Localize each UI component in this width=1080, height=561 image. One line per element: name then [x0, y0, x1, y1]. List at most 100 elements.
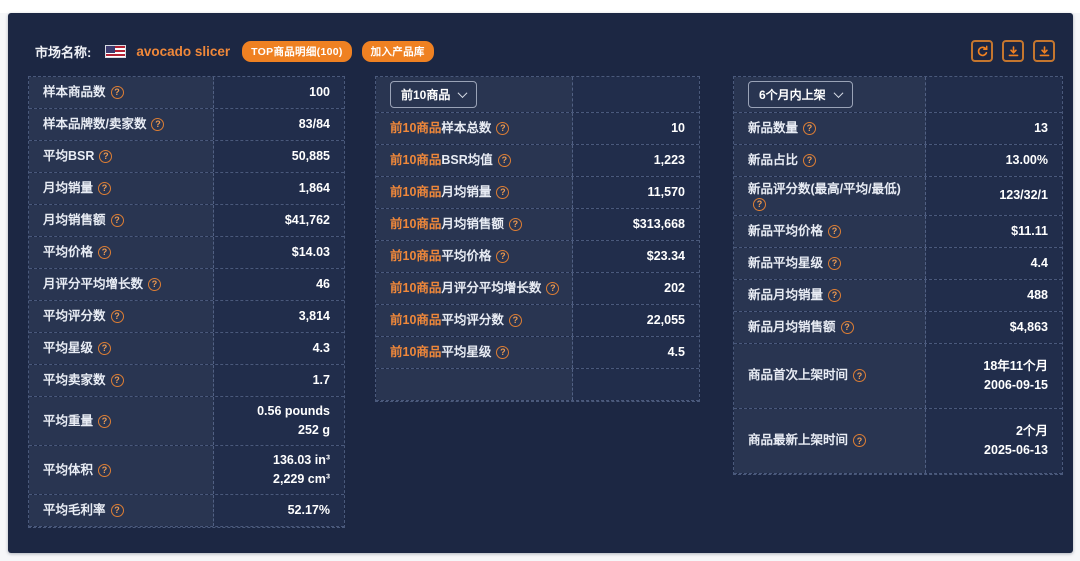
row-label: 平均BSR?: [29, 141, 214, 172]
refresh-button[interactable]: [971, 40, 993, 62]
table-row: 商品最新上架时间? 2个月 2025-06-13: [734, 408, 1062, 474]
table-row: 新品月均销量? 488: [734, 279, 1062, 312]
value-text: 13.00%: [1005, 152, 1048, 167]
help-icon[interactable]: ?: [98, 463, 112, 477]
help-icon[interactable]: ?: [803, 154, 817, 167]
value-text: 52.17%: [287, 502, 330, 517]
row-value: 0.56 pounds 252 g: [214, 397, 344, 445]
value-text: 1,864: [298, 180, 330, 195]
help-icon[interactable]: ?: [98, 246, 112, 259]
table-row: 前10商品 月均销量? 11,570: [376, 177, 699, 209]
row-label-text: 样本品牌数/卖家数: [43, 117, 147, 132]
help-icon[interactable]: ?: [753, 197, 766, 211]
row-label-text: 平均评分数: [441, 313, 504, 328]
help-icon[interactable]: ?: [853, 434, 867, 448]
row-label: 新品月均销量?: [734, 279, 926, 311]
row-label-text: 月均销量: [43, 181, 94, 196]
value-text: $23.34: [646, 248, 685, 263]
table-row: 平均评分数? 3,814: [29, 301, 344, 333]
row-label-text: 平均体积: [43, 462, 94, 477]
row-value: $14.03: [214, 237, 344, 268]
refresh-icon: [977, 45, 987, 56]
row-label-text: 新品占比: [748, 153, 799, 168]
row-label-prefix: 前10商品: [390, 345, 442, 360]
row-label: 新品平均星级?: [734, 247, 926, 279]
top-products-select[interactable]: 前10商品: [390, 81, 478, 108]
row-value: 13.00%: [926, 145, 1062, 176]
help-icon[interactable]: ?: [110, 504, 124, 517]
help-icon[interactable]: ?: [98, 182, 112, 195]
export-button[interactable]: [1002, 40, 1024, 62]
help-icon[interactable]: ?: [496, 186, 510, 199]
top-products-detail-button[interactable]: TOP商品明细(100): [242, 40, 352, 62]
help-icon[interactable]: ?: [98, 342, 112, 355]
value-text: 202: [664, 280, 685, 295]
help-icon[interactable]: ?: [151, 118, 165, 131]
row-label-prefix: 前10商品: [390, 313, 442, 328]
row-label-text: 平均价格: [43, 245, 94, 260]
row-value: $11.11: [926, 215, 1062, 247]
row-label: 月均销量?: [29, 173, 214, 204]
help-icon[interactable]: ?: [828, 256, 842, 270]
row-value: 2个月 2025-06-13: [926, 408, 1062, 473]
row-value: 202: [573, 273, 699, 304]
help-icon[interactable]: ?: [98, 414, 112, 428]
table-row: 月评分平均增长数? 46: [29, 269, 344, 301]
help-icon[interactable]: ?: [496, 346, 510, 359]
row-label: 月均销售额?: [29, 205, 214, 236]
help-icon[interactable]: ?: [110, 310, 124, 323]
table-row: 平均卖家数? 1.7: [29, 365, 344, 397]
help-icon[interactable]: ?: [546, 282, 560, 295]
help-icon[interactable]: ?: [840, 320, 854, 334]
row-label-prefix: 前10商品: [390, 153, 442, 168]
table-row: 新品评分数(最高/平均/最低)? 123/32/1: [734, 177, 1062, 216]
help-icon[interactable]: ?: [110, 374, 124, 387]
row-label: 样本商品数?: [29, 77, 214, 108]
value-text: 0.56 pounds: [257, 403, 330, 418]
row-value: 1,223: [573, 145, 699, 176]
new-products-period-select[interactable]: 6个月内上架: [748, 81, 853, 108]
help-icon[interactable]: ?: [148, 278, 162, 291]
table-row: 平均重量? 0.56 pounds 252 g: [29, 397, 344, 446]
row-label-text: 平均价格: [441, 249, 492, 264]
market-name-link[interactable]: avocado slicer: [136, 43, 231, 59]
download-button[interactable]: [1033, 40, 1055, 62]
row-value: 488: [926, 279, 1062, 311]
help-icon[interactable]: ?: [803, 122, 817, 135]
value-text: $313,668: [632, 216, 685, 231]
row-value: 50,885: [214, 141, 344, 172]
row-label: 前10商品 BSR均值?: [376, 145, 573, 176]
help-icon[interactable]: ?: [508, 314, 522, 327]
table-row: 样本商品数? 100: [29, 77, 344, 109]
help-icon[interactable]: ?: [828, 288, 842, 302]
table-row: 前10商品 月均销售额? $313,668: [376, 209, 699, 241]
help-icon[interactable]: ?: [853, 369, 867, 383]
value-text-secondary: 252 g: [298, 423, 330, 437]
help-icon[interactable]: ?: [508, 218, 522, 231]
value-text-secondary: 2006-09-15: [984, 377, 1048, 392]
table-row: 前10商品 平均价格? $23.34: [376, 241, 699, 273]
row-label-prefix: 前10商品: [390, 217, 442, 232]
row-value: 136.03 in³ 2,229 cm³: [214, 446, 344, 494]
value-text: 4.5: [667, 344, 685, 359]
add-to-product-library-button[interactable]: 加入产品库: [361, 40, 434, 62]
help-icon[interactable]: ?: [110, 86, 124, 99]
row-label: 新品数量?: [734, 113, 926, 144]
download-icon: [1039, 45, 1049, 56]
row-value: 100: [214, 77, 344, 108]
select-value: 前10商品: [401, 88, 451, 102]
row-label-prefix: 前10商品: [390, 249, 442, 264]
help-icon[interactable]: ?: [99, 150, 113, 163]
new-products-stats-table: 6个月内上架 新品数量? 13 新品占比? 13.00% 新品评分数(最高/平均/最低)…: [733, 76, 1063, 475]
row-value: 52.17%: [214, 495, 344, 526]
row-label-text: 新品月均销售额: [748, 319, 836, 334]
help-icon[interactable]: ?: [497, 154, 511, 167]
value-text: 11,570: [647, 184, 685, 199]
row-label: [376, 369, 573, 400]
table-row: 前10商品 月评分平均增长数? 202: [376, 273, 699, 305]
help-icon[interactable]: ?: [110, 214, 124, 227]
help-icon[interactable]: ?: [496, 250, 510, 263]
help-icon[interactable]: ?: [496, 122, 510, 135]
row-label-text: 新品数量: [748, 121, 799, 136]
help-icon[interactable]: ?: [828, 224, 842, 238]
